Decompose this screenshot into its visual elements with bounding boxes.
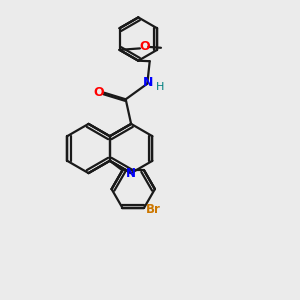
- Text: N: N: [126, 167, 136, 180]
- Text: N: N: [142, 76, 153, 89]
- Text: O: O: [140, 40, 150, 53]
- Text: Br: Br: [146, 203, 161, 216]
- Text: O: O: [93, 86, 104, 99]
- Text: H: H: [156, 82, 164, 92]
